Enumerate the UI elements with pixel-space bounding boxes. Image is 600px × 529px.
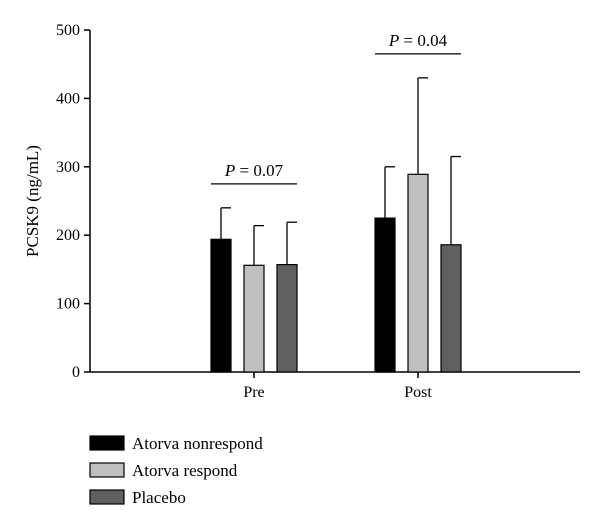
- p-symbol: P: [388, 31, 399, 50]
- y-tick-label: 300: [56, 159, 80, 176]
- x-tick-label: Post: [404, 384, 432, 401]
- bar: [440, 244, 462, 373]
- y-tick-label: 200: [56, 227, 80, 244]
- y-tick-label: 0: [72, 364, 80, 381]
- legend-swatch: [89, 462, 125, 478]
- chart-bars: [210, 77, 462, 373]
- legend-swatch: [89, 435, 125, 451]
- chart-legend: Atorva nonrespond Atorva respond Placebo: [89, 434, 263, 507]
- legend-label: Placebo: [132, 488, 186, 507]
- y-tick-label: 100: [56, 296, 80, 313]
- p-value-label: P = 0.04: [388, 31, 448, 50]
- p-symbol: P: [224, 161, 235, 180]
- y-tick-label: 500: [56, 22, 80, 39]
- legend-swatch: [89, 489, 125, 505]
- y-axis-title: PCSK9 (ng/mL): [23, 145, 42, 257]
- p-value: = 0.07: [235, 161, 283, 180]
- x-tick-label: Pre: [243, 384, 264, 401]
- bar: [276, 264, 298, 373]
- bar: [243, 264, 265, 373]
- chart-axes: 0 100 200 300 400 500 PCSK9 (ng/mL) Pre Post: [23, 22, 580, 401]
- legend-label: Atorva respond: [132, 461, 238, 480]
- p-value: = 0.04: [399, 31, 447, 50]
- y-tick-label: 400: [56, 90, 80, 107]
- p-value-label: P = 0.07: [224, 161, 284, 180]
- chart-annotations: P = 0.07P = 0.04: [211, 31, 461, 185]
- legend-label: Atorva nonrespond: [132, 434, 263, 453]
- bar: [407, 173, 429, 373]
- bar: [374, 217, 396, 373]
- bar: [210, 238, 232, 373]
